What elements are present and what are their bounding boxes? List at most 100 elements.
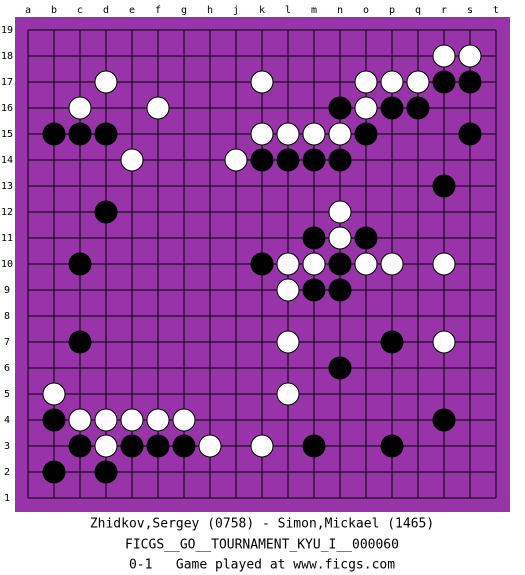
black-stone: [42, 408, 66, 432]
white-stone: [250, 434, 274, 458]
white-stone: [250, 70, 274, 94]
white-stone: [94, 70, 118, 94]
row-label: 13: [1, 181, 13, 192]
column-label: b: [51, 5, 57, 16]
row-label: 9: [4, 285, 10, 296]
column-label: l: [285, 5, 291, 16]
white-stone: [328, 226, 352, 250]
row-label: 14: [1, 155, 13, 166]
white-stone: [276, 278, 300, 302]
black-stone: [328, 96, 352, 120]
white-stone: [380, 70, 404, 94]
row-label: 1: [4, 493, 10, 504]
row-label: 10: [1, 259, 13, 270]
black-stone: [94, 122, 118, 146]
black-stone: [328, 252, 352, 276]
black-stone: [42, 122, 66, 146]
black-stone: [68, 252, 92, 276]
white-stone: [172, 408, 196, 432]
black-stone: [328, 356, 352, 380]
white-stone: [42, 382, 66, 406]
black-stone: [302, 226, 326, 250]
row-label: 12: [1, 207, 13, 218]
black-stone: [172, 434, 196, 458]
white-stone: [120, 148, 144, 172]
black-stone: [432, 408, 456, 432]
black-stone: [42, 460, 66, 484]
black-stone: [432, 174, 456, 198]
column-label: j: [233, 5, 239, 16]
row-label: 18: [1, 51, 13, 62]
black-stone: [68, 434, 92, 458]
row-label: 5: [4, 389, 10, 400]
black-stone: [380, 96, 404, 120]
column-label: a: [25, 5, 31, 16]
column-label: k: [259, 5, 265, 16]
black-stone: [354, 122, 378, 146]
white-stone: [224, 148, 248, 172]
white-stone: [94, 434, 118, 458]
black-stone: [354, 226, 378, 250]
column-label: h: [207, 5, 213, 16]
white-stone: [458, 44, 482, 68]
white-stone: [354, 96, 378, 120]
column-label: p: [389, 5, 395, 16]
white-stone: [146, 96, 170, 120]
row-label: 8: [4, 311, 10, 322]
black-stone: [120, 434, 144, 458]
white-stone: [328, 122, 352, 146]
white-stone: [354, 70, 378, 94]
row-label: 2: [4, 467, 10, 478]
black-stone: [458, 122, 482, 146]
black-stone: [302, 278, 326, 302]
white-stone: [146, 408, 170, 432]
column-label: c: [77, 5, 83, 16]
row-label: 17: [1, 77, 13, 88]
white-stone: [406, 70, 430, 94]
white-stone: [432, 44, 456, 68]
column-label: q: [415, 5, 421, 16]
black-stone: [432, 70, 456, 94]
white-stone: [120, 408, 144, 432]
column-label: g: [181, 5, 187, 16]
black-stone: [302, 434, 326, 458]
row-label: 3: [4, 441, 10, 452]
column-label: n: [337, 5, 343, 16]
column-label: s: [467, 5, 473, 16]
white-stone: [276, 252, 300, 276]
column-label: r: [441, 5, 447, 16]
column-label: m: [311, 5, 317, 16]
white-stone: [354, 252, 378, 276]
white-stone: [68, 408, 92, 432]
black-stone: [380, 434, 404, 458]
white-stone: [94, 408, 118, 432]
black-stone: [406, 96, 430, 120]
black-stone: [68, 122, 92, 146]
event: FICGS__GO__TOURNAMENT_KYU_I__000060: [125, 538, 399, 553]
row-label: 16: [1, 103, 13, 114]
white-stone: [302, 252, 326, 276]
black-stone: [302, 148, 326, 172]
black-stone: [250, 252, 274, 276]
row-label: 4: [4, 415, 10, 426]
white-stone: [276, 382, 300, 406]
white-stone: [198, 434, 222, 458]
column-label: e: [129, 5, 135, 16]
black-stone: [458, 70, 482, 94]
column-label: f: [155, 5, 161, 16]
black-stone: [250, 148, 274, 172]
black-stone: [94, 200, 118, 224]
white-stone: [328, 200, 352, 224]
black-stone: [328, 278, 352, 302]
row-label: 6: [4, 363, 10, 374]
black-stone: [146, 434, 170, 458]
black-stone: [276, 148, 300, 172]
white-stone: [302, 122, 326, 146]
white-stone: [432, 330, 456, 354]
column-label: o: [363, 5, 369, 16]
players: Zhidkov,Sergey (0758) - Simon,Mickael (1…: [90, 517, 434, 532]
result: 0-1 Game played at www.ficgs.com: [129, 558, 395, 573]
column-label: d: [103, 5, 109, 16]
